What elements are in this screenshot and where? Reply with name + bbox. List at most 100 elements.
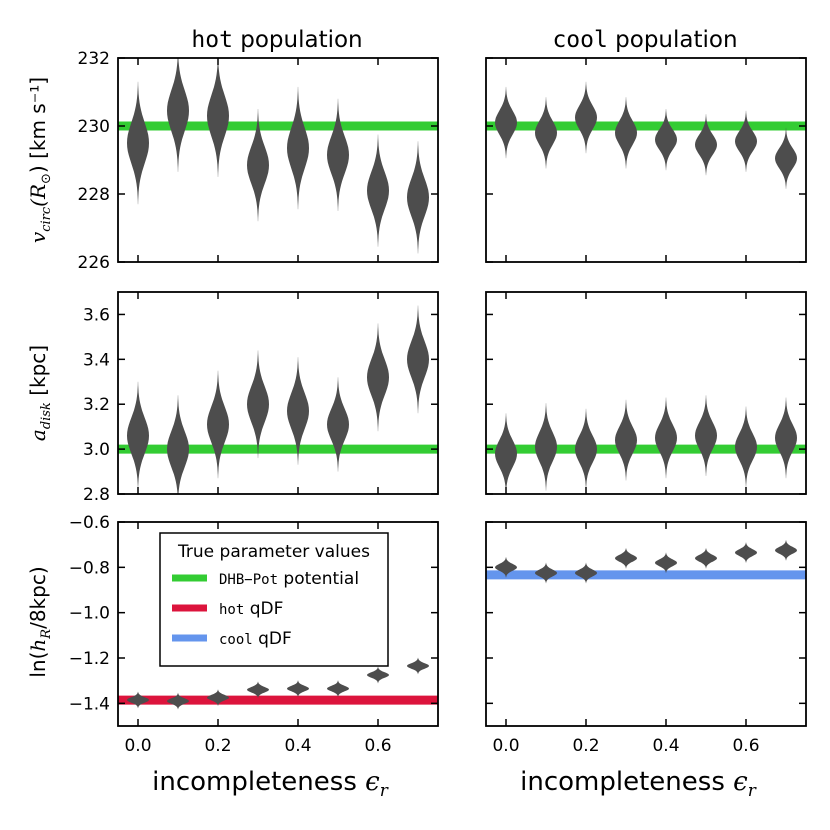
violin-0.7 <box>407 141 429 254</box>
ylabel-lnhR: ln(hR/8kpc) <box>26 566 54 677</box>
violin-0.6 <box>367 666 389 684</box>
xlabel-left: incompleteness ϵr <box>152 767 389 801</box>
legend-box <box>159 532 389 667</box>
violin-0.3 <box>615 97 637 169</box>
panel-hot-lnhR: 0.0 0.2 0.4 0.6 −1.4 −1.2 −1.0 −0.8 −0.6 <box>69 513 439 756</box>
legend-label-potential: DHB−Pot potential <box>219 569 359 589</box>
panel-hot-vcirc: 226 228 230 232 <box>78 49 439 273</box>
violin-0.1 <box>167 692 189 710</box>
ylabel-adisk: adisk [kpc] <box>26 345 54 441</box>
y-tick-label: 228 <box>78 185 110 205</box>
violin-0.0 <box>495 86 517 159</box>
violin-0.1 <box>167 58 189 172</box>
x-tick-label: 0.2 <box>572 736 599 756</box>
y-tick-label: 3.4 <box>83 350 110 370</box>
x-tick-label: 0.6 <box>732 736 759 756</box>
panel-frame <box>485 57 807 263</box>
y-tick-label: 226 <box>78 253 110 273</box>
violin-0.7 <box>775 397 797 479</box>
panel-frame <box>485 291 807 495</box>
panel-cool-lnhR: 0.0 0.2 0.4 0.6 <box>485 521 807 756</box>
plot-area-cool-lnhR <box>486 540 806 584</box>
violin-0.1 <box>535 97 557 169</box>
y-tick-label: 3.0 <box>83 440 110 460</box>
violin-0.4 <box>287 86 309 210</box>
plot-area-hot-lnhR <box>118 657 438 710</box>
violin-0.6 <box>367 134 389 247</box>
violin-0.7 <box>775 540 797 561</box>
violin-0.5 <box>327 98 349 211</box>
violin-0.1 <box>535 403 557 491</box>
x-tick-label: 0.4 <box>284 736 311 756</box>
violin-0.4 <box>655 109 677 171</box>
violin-0.1 <box>167 395 189 494</box>
x-tick-label: 0.6 <box>364 736 391 756</box>
violin-0.5 <box>327 680 349 697</box>
violin-0.3 <box>615 399 637 481</box>
violin-0.3 <box>247 350 269 459</box>
y-tick-label: 3.6 <box>83 305 110 325</box>
violin-0.0 <box>127 381 149 490</box>
panel-frame <box>117 521 439 727</box>
violin-0.2 <box>575 562 597 584</box>
violin-0.3 <box>247 681 269 698</box>
violin-0.3 <box>615 548 637 569</box>
legend-label-hot: hot qDF <box>219 599 283 619</box>
plot-area-cool-vcirc <box>486 81 806 189</box>
violin-0.7 <box>775 127 797 189</box>
panel-cool-adisk <box>485 291 807 495</box>
x-tick-label: 0.2 <box>204 736 231 756</box>
plot-area-hot-vcirc <box>118 58 438 254</box>
violin-0.4 <box>287 680 309 697</box>
violin-0.4 <box>655 397 677 479</box>
violin-0.7 <box>407 657 429 675</box>
violin-0.5 <box>695 548 717 569</box>
y-tick-label: −1.2 <box>69 649 110 669</box>
violin-0.5 <box>695 395 717 476</box>
panel-frame <box>485 521 807 727</box>
col-title-hot: hot population <box>191 27 362 53</box>
ylabel-vcirc: vcirc(R⊙) [km s⁻¹] <box>26 77 54 243</box>
panel-frame <box>117 57 439 263</box>
violin-0.6 <box>367 323 389 432</box>
violin-0.6 <box>735 406 757 488</box>
panels: 226 228 230 232 2.8 3.0 3.2 3.4 3.6 0.0 0.2 0.4 0.6 −… <box>69 49 807 756</box>
y-tick-label: 230 <box>78 117 110 137</box>
violin-0.2 <box>207 58 229 177</box>
y-tick-label: −0.6 <box>69 513 110 533</box>
x-tick-label: 0.0 <box>492 736 519 756</box>
violin-0.2 <box>207 689 229 706</box>
y-tick-label: 232 <box>78 49 110 69</box>
panel-hot-adisk: 2.8 3.0 3.2 3.4 3.6 <box>83 291 439 505</box>
violin-0.4 <box>287 357 309 465</box>
violin-0.6 <box>735 110 757 172</box>
y-tick-label: −1.0 <box>69 604 110 624</box>
legend-label-cool: cool qDF <box>219 629 292 649</box>
panel-cool-vcirc <box>485 57 807 263</box>
violin-0.3 <box>247 109 269 222</box>
violin-0.0 <box>495 413 517 494</box>
violin-0.4 <box>655 552 677 573</box>
y-tick-label: 3.2 <box>83 395 110 415</box>
violin-0.5 <box>695 114 717 176</box>
plot-area-cool-adisk <box>486 395 806 494</box>
violin-0.0 <box>495 557 517 578</box>
legend: True parameter values DHB−Pot potential … <box>159 532 389 667</box>
violin-0.2 <box>575 408 597 490</box>
violin-0.6 <box>735 542 757 563</box>
violin-0.5 <box>327 377 349 472</box>
violin-0.0 <box>127 81 149 205</box>
violin-0.2 <box>207 370 229 479</box>
x-tick-label: 0.0 <box>124 736 151 756</box>
violin-0.1 <box>535 562 557 584</box>
x-tick-label: 0.4 <box>652 736 679 756</box>
violin-0.2 <box>575 81 597 154</box>
y-tick-label: −1.4 <box>69 694 110 714</box>
violin-0.7 <box>407 305 429 414</box>
plot-area-hot-adisk <box>118 305 438 494</box>
legend-title: True parameter values <box>177 542 370 562</box>
xlabel-right: incompleteness ϵr <box>520 767 757 801</box>
y-tick-label: −0.8 <box>69 558 110 578</box>
violin-0.0 <box>127 691 149 709</box>
